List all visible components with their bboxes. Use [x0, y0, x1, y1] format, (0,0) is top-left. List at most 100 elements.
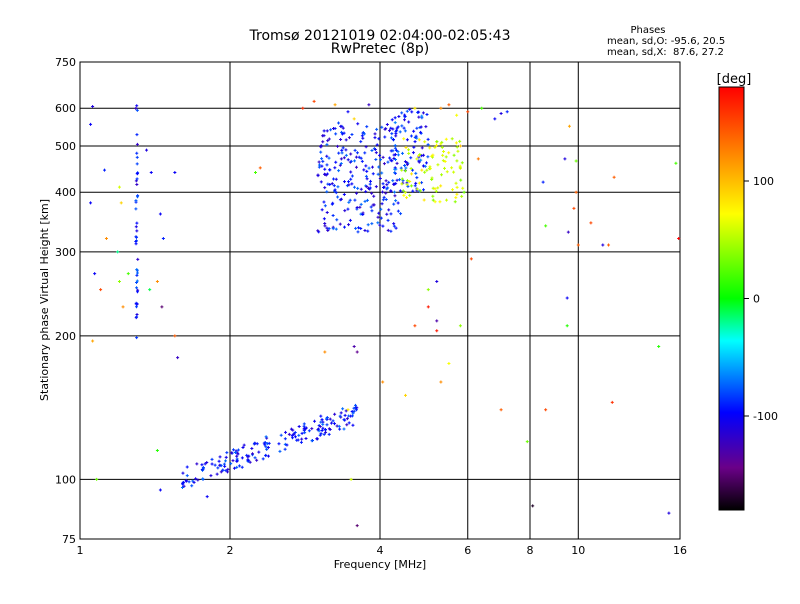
data-point	[377, 211, 381, 215]
data-point	[342, 180, 346, 184]
data-point	[89, 201, 93, 205]
data-point	[336, 185, 340, 189]
data-point	[431, 186, 435, 190]
data-point	[393, 158, 397, 162]
data-point	[343, 209, 347, 213]
data-point	[400, 151, 404, 155]
data-point	[319, 144, 323, 148]
data-point	[354, 403, 358, 407]
data-point	[381, 198, 385, 202]
data-point	[417, 115, 421, 119]
colorbar: [deg] 100 0 -100	[717, 72, 778, 511]
data-point	[201, 465, 205, 469]
data-point	[440, 145, 444, 149]
phases-line-x: mean, sd,X: 87.6, 27.2	[607, 47, 724, 58]
data-point	[371, 165, 375, 169]
data-point	[347, 223, 351, 227]
data-point	[316, 427, 320, 431]
data-point	[349, 177, 353, 181]
data-point	[544, 224, 548, 228]
data-point	[339, 137, 343, 141]
data-point	[362, 168, 366, 172]
data-point	[376, 215, 380, 219]
data-point	[351, 423, 355, 427]
data-point	[235, 457, 239, 461]
data-point	[377, 165, 381, 169]
data-point	[267, 441, 271, 445]
data-point	[338, 163, 342, 167]
data-point	[413, 106, 417, 110]
data-point	[589, 221, 593, 225]
data-point	[301, 106, 305, 110]
data-point	[304, 437, 308, 441]
data-point	[307, 429, 311, 433]
data-point	[458, 139, 462, 143]
data-point	[391, 137, 395, 141]
data-point	[393, 190, 397, 194]
data-point	[322, 432, 326, 436]
data-point	[415, 126, 419, 130]
data-point	[342, 193, 346, 197]
data-point	[135, 273, 139, 277]
data-point	[277, 442, 281, 446]
data-point	[409, 166, 413, 170]
data-point	[390, 118, 394, 122]
data-point	[317, 163, 321, 167]
data-point	[253, 441, 257, 445]
data-point	[418, 189, 422, 193]
data-point	[610, 400, 614, 404]
data-point	[443, 166, 447, 170]
data-point	[356, 122, 360, 126]
data-point	[297, 424, 301, 428]
data-point	[135, 315, 139, 319]
data-point	[612, 175, 616, 179]
data-point	[390, 132, 394, 136]
data-point	[245, 453, 249, 457]
data-point	[347, 183, 351, 187]
data-point	[391, 149, 395, 153]
data-point	[383, 135, 387, 139]
data-point	[405, 138, 409, 142]
data-point	[325, 154, 329, 158]
data-point	[450, 137, 454, 141]
data-point	[396, 150, 400, 154]
data-point	[370, 149, 374, 153]
data-point	[394, 199, 398, 203]
data-point	[396, 201, 400, 205]
data-point	[466, 110, 470, 114]
data-point	[447, 103, 451, 107]
data-point	[343, 413, 347, 417]
data-point	[403, 393, 407, 397]
data-point	[187, 480, 191, 484]
data-point	[225, 451, 229, 455]
data-point	[292, 432, 296, 436]
data-point	[323, 224, 327, 228]
data-point	[229, 462, 233, 466]
data-point	[325, 423, 329, 427]
data-point	[405, 179, 409, 183]
data-point	[135, 151, 139, 155]
data-point	[403, 129, 407, 133]
data-point	[329, 421, 333, 425]
data-point	[135, 235, 139, 239]
data-point	[363, 199, 367, 203]
data-point	[258, 166, 262, 170]
data-point	[377, 137, 381, 141]
data-point	[566, 230, 570, 234]
data-point	[442, 150, 446, 154]
data-point	[435, 140, 439, 144]
data-point	[210, 462, 214, 466]
data-point	[392, 157, 396, 161]
data-point	[544, 408, 548, 412]
data-point	[380, 171, 384, 175]
data-point	[331, 419, 335, 423]
data-point	[352, 406, 356, 410]
data-point	[576, 243, 580, 247]
data-point	[445, 198, 449, 202]
data-point	[134, 179, 138, 183]
data-point	[381, 380, 385, 384]
data-point	[657, 344, 661, 348]
data-point	[369, 179, 373, 183]
data-point	[422, 164, 426, 168]
data-point	[462, 190, 466, 194]
